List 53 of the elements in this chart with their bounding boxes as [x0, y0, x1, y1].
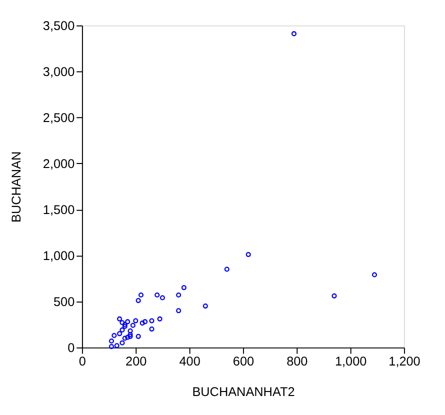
x-tick-label: 400	[179, 354, 200, 369]
point	[142, 319, 148, 324]
point	[125, 319, 130, 324]
y-tick-label: 500	[54, 294, 75, 309]
x-tick-label: 1,000	[334, 354, 367, 369]
point	[140, 320, 145, 326]
y-tick-label: 2,000	[42, 156, 75, 171]
point	[130, 322, 136, 328]
point	[372, 272, 378, 278]
point	[176, 292, 182, 298]
y-tick-label: 1,500	[42, 202, 75, 217]
y-axis-title: BUCHANAN	[9, 151, 24, 222]
point	[133, 318, 138, 324]
point	[154, 292, 160, 298]
point	[120, 320, 125, 326]
y-tick-label: 2,500	[42, 110, 75, 125]
point	[291, 31, 297, 36]
point	[246, 252, 251, 258]
point	[136, 334, 141, 339]
point	[122, 336, 128, 341]
point	[136, 298, 141, 304]
y-tick-label: 3,500	[42, 18, 75, 33]
point	[120, 327, 125, 333]
y-tick-label: 1,000	[42, 248, 75, 263]
point	[157, 316, 162, 322]
point	[120, 340, 125, 346]
x-tick-label: 600	[232, 354, 254, 369]
point	[117, 316, 122, 322]
x-tick-label: 200	[126, 354, 147, 369]
point	[128, 328, 133, 334]
x-tick-label: 0	[78, 354, 86, 369]
point	[149, 318, 154, 324]
point	[138, 292, 144, 298]
point	[122, 322, 128, 327]
y-tick-label: 0	[68, 340, 75, 355]
point	[181, 285, 186, 290]
point	[114, 343, 120, 348]
y-tick-label: 3,000	[42, 64, 75, 79]
point	[224, 266, 230, 272]
x-tick-label: 1,200	[388, 354, 420, 369]
point	[108, 344, 114, 350]
point	[117, 331, 122, 336]
point	[108, 338, 114, 344]
point	[112, 332, 117, 338]
point	[176, 308, 182, 314]
x-axis-title: BUCHANANHAT2	[192, 384, 295, 399]
point	[149, 326, 154, 332]
point	[202, 304, 208, 309]
point	[122, 324, 128, 329]
point	[160, 295, 166, 300]
point	[125, 334, 130, 340]
point	[332, 293, 337, 298]
x-tick-label: 800	[286, 354, 308, 369]
